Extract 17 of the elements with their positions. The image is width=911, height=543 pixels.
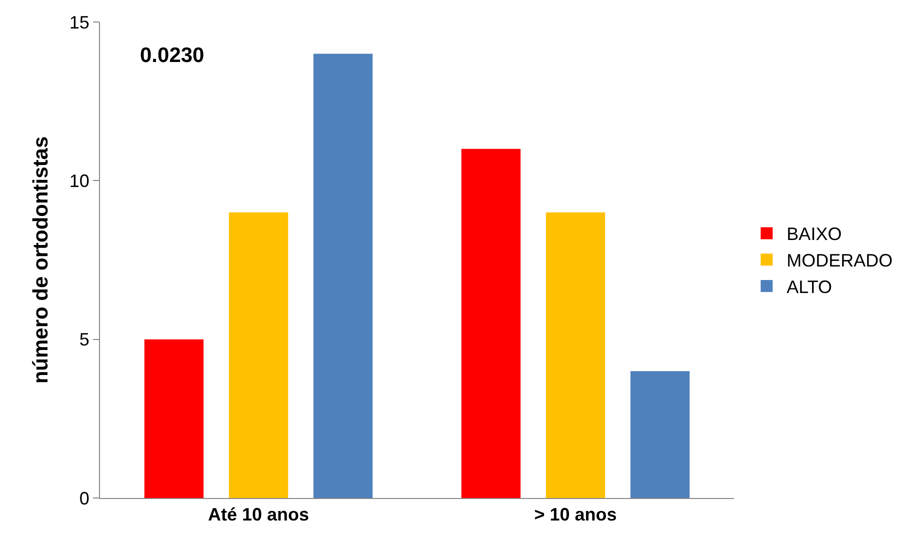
annotation: 0.0230 — [140, 44, 204, 67]
legend-label: BAIXO — [786, 224, 842, 244]
y-tick-label: 5 — [79, 330, 90, 350]
bar — [144, 339, 204, 498]
legend-label: ALTO — [786, 277, 832, 298]
y-tick-label: 0 — [79, 488, 90, 508]
y-axis-title: número de ortodontistas — [30, 136, 53, 384]
bar — [630, 371, 690, 498]
bar — [461, 148, 521, 498]
x-tick-label: > 10 anos — [534, 504, 617, 525]
y-tick-label: 10 — [69, 170, 90, 191]
y-tick-label: 15 — [69, 12, 90, 32]
x-tick-label: Até 10 anos — [208, 504, 310, 525]
legend-label: MODERADO — [786, 250, 893, 271]
bar — [228, 212, 288, 498]
bar — [313, 54, 373, 498]
bar — [546, 212, 606, 498]
